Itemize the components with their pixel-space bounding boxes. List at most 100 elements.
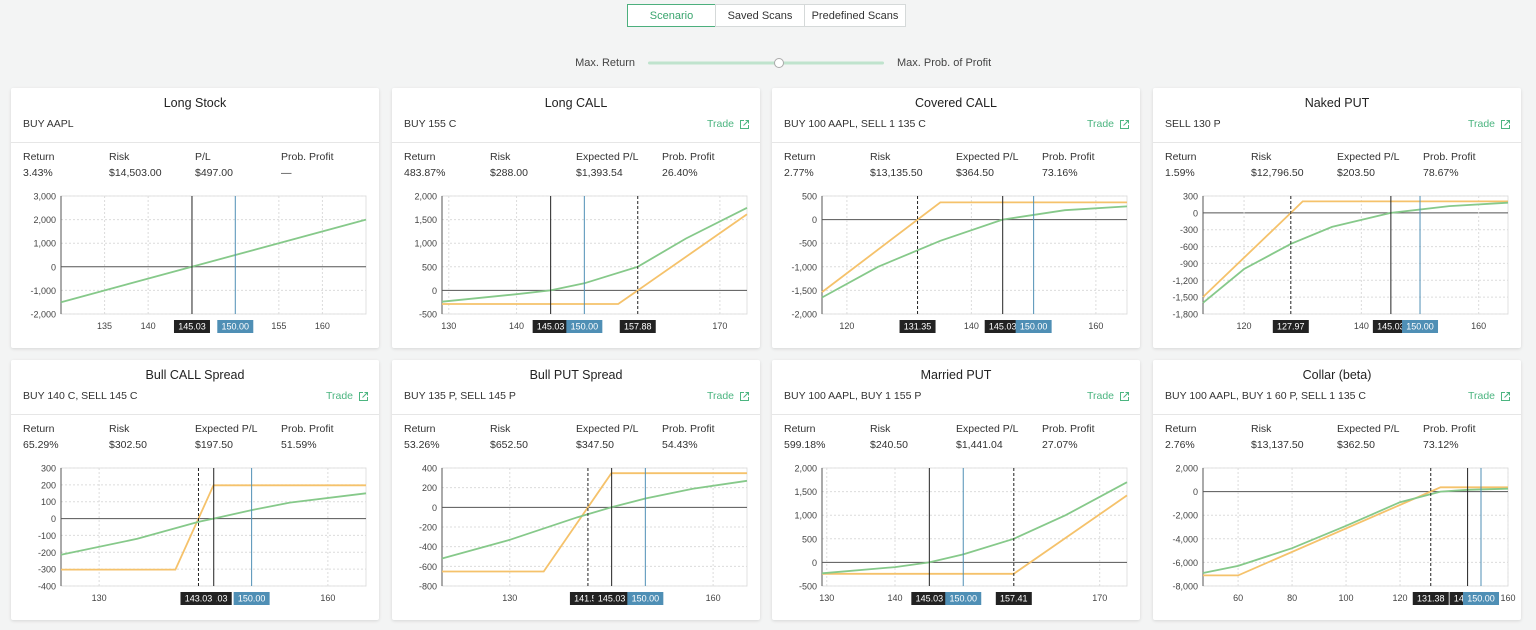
card-legs: BUY 100 AAPL, SELL 1 135 C (784, 118, 926, 130)
marker-label: 150.00 (222, 322, 250, 332)
stat-value: — (281, 167, 292, 179)
stat-label: Expected P/L (1337, 423, 1400, 435)
marker-label: 150.00 (571, 322, 599, 332)
payoff-line (821, 201, 1127, 293)
marker-label-bg (532, 320, 569, 333)
stat-value: $1,393.54 (576, 167, 623, 179)
stat-label: Expected P/L (195, 423, 258, 435)
stat-label: Prob. Profit (1042, 423, 1095, 435)
marker-label-bg (1272, 320, 1309, 333)
card-title: Long CALL (544, 96, 608, 110)
stat-value: 65.29% (23, 439, 59, 451)
trade-link[interactable]: Trade (706, 390, 734, 402)
payoff-chart: 500 0 -500 -1,000 -1,500 -2,000 120 140 160 131.3… (791, 192, 1128, 333)
stat-value: $13,135.50 (870, 167, 923, 179)
x-tick-label: 160 (1471, 321, 1486, 331)
x-tick-label: 140 (964, 321, 979, 331)
y-tick-label: -8,000 (1172, 582, 1198, 592)
stat-label: Risk (490, 423, 511, 435)
payoff-line (60, 218, 367, 304)
marker-label-bg (984, 320, 1021, 333)
slider-knob[interactable] (774, 58, 784, 68)
payoff-line (1202, 201, 1509, 304)
x-tick-label: 140 (141, 321, 156, 331)
divider (392, 142, 760, 143)
tab[interactable]: Predefined Scans (804, 4, 906, 27)
y-tick-label: -1,500 (791, 286, 817, 296)
marker-label: 145.03 (916, 594, 944, 604)
trade-link[interactable]: Trade (1086, 118, 1114, 130)
stat-label: Risk (1251, 151, 1272, 163)
y-tick-label: -2,000 (30, 310, 56, 320)
payoff-chart: 2,000 1,500 1,000 500 0 -500 130 140 170 145.03 15… (414, 192, 748, 333)
trade-link[interactable]: Trade (1467, 118, 1495, 130)
y-tick-label: -500 (419, 310, 437, 320)
strategy-card: Collar (beta) BUY 100 AAPL, BUY 1 60 P, S… (1153, 360, 1521, 620)
y-tick-label: -6,000 (1172, 558, 1198, 568)
slider[interactable] (645, 56, 889, 70)
card-title: Collar (beta) (1302, 368, 1372, 382)
stat-value: $203.50 (1337, 167, 1375, 179)
icon-path (740, 392, 749, 401)
x-tick-label: 130 (441, 321, 456, 331)
marker-label: 145.03 (598, 594, 626, 604)
trade-link[interactable]: Trade (1467, 390, 1495, 402)
y-tick-label: 2,000 (794, 464, 817, 474)
payoff-chart: 3002001000-100-200-300-400130160145.0314… (38, 464, 367, 605)
stat-value: $1,441.04 (956, 439, 1003, 451)
stat-label: Prob. Profit (1042, 151, 1095, 163)
marker-label: 127.97 (1277, 322, 1305, 332)
x-tick-label: 120 (1393, 593, 1408, 603)
marker-label-bg (180, 592, 217, 605)
marker-label: 131.38 (1417, 594, 1445, 604)
stat-label: Risk (870, 151, 891, 163)
stat-value: $288.00 (490, 167, 528, 179)
marker-label-bg (1463, 592, 1500, 605)
marker-label: 143.03 (185, 594, 213, 604)
y-tick-label: 1,000 (33, 239, 56, 249)
plot-area (1202, 195, 1509, 315)
marker-label: 150.00 (1467, 594, 1495, 604)
marker-label: 145.03 (537, 322, 565, 332)
y-tick-label: 200 (41, 480, 56, 490)
marker-label: 145.03 (178, 322, 206, 332)
stat-value: 73.12% (1423, 439, 1459, 451)
y-tick-label: 300 (41, 464, 56, 474)
tab[interactable]: Scenario (627, 4, 716, 27)
payoff-line (1202, 200, 1508, 298)
marker-label: 157.41 (1000, 594, 1028, 604)
x-tick-label: 135 (97, 321, 112, 331)
marker-label: 150.00 (238, 594, 266, 604)
payoff-chart: 400 200 0 -200 -400 -600 -800 130 160 141.53145.0… (419, 464, 748, 605)
marker-label: 131.35 (904, 322, 932, 332)
icon-path (1501, 120, 1510, 129)
x-tick-label: 120 (1237, 321, 1252, 331)
y-tick-label: 0 (432, 286, 437, 296)
y-tick-label: 0 (812, 215, 817, 225)
y-tick-label: -300 (1180, 225, 1198, 235)
stat-label: Expected P/L (576, 423, 639, 435)
stat-value: 1.59% (1165, 167, 1195, 179)
x-tick-label: 160 (706, 593, 721, 603)
card-legs: BUY 155 C (404, 118, 457, 130)
y-tick-label: -1,500 (1172, 293, 1198, 303)
trade-link[interactable]: Trade (706, 118, 734, 130)
stat-value: $13,137.50 (1251, 439, 1304, 451)
trade-link[interactable]: Trade (325, 390, 353, 402)
icon-path (1501, 392, 1510, 401)
marker-label-bg (233, 592, 270, 605)
y-tick-label: 400 (422, 464, 437, 474)
trade-link[interactable]: Trade (1086, 390, 1114, 402)
marker-label: 157.88 (624, 322, 652, 332)
divider (1153, 414, 1521, 415)
y-tick-label: -100 (38, 531, 56, 541)
tab[interactable]: Saved Scans (715, 4, 805, 27)
card-legs: BUY 100 AAPL, BUY 1 155 P (784, 390, 922, 402)
stat-label: Return (23, 151, 55, 163)
marker-label: 150.00 (632, 594, 660, 604)
y-tick-label: -600 (1180, 242, 1198, 252)
external-icon (1501, 392, 1510, 401)
x-tick-label: 160 (315, 321, 330, 331)
y-tick-label: 2,000 (33, 215, 56, 225)
stat-value: $197.50 (195, 439, 233, 451)
